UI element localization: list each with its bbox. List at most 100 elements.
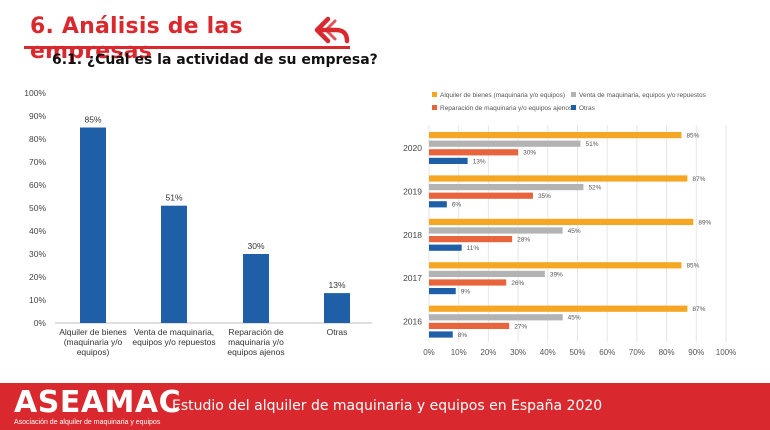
legend-label: Reparación de maquinaria y/o equipos aje… [440, 105, 573, 112]
hbar-data-label: 45% [568, 315, 581, 322]
y-tick-label: 0% [34, 318, 47, 328]
hbar-data-label: 6% [452, 202, 462, 209]
category-label: Reparación de [228, 327, 284, 337]
bar-data-label: 85% [84, 115, 101, 125]
double-back-arrow-icon[interactable] [314, 16, 350, 46]
legend-swatch [571, 105, 576, 110]
title-underline [24, 46, 350, 49]
y-tick-label: 100% [24, 88, 46, 98]
hbar-data-label: 26% [511, 280, 524, 287]
x-tick-label: 0% [423, 348, 435, 357]
year-label: 2019 [403, 186, 422, 196]
footer-bar: ASEAMAC Asociación de alquiler de maquin… [0, 383, 770, 430]
hbar-1-1 [429, 184, 584, 191]
y-tick-label: 10% [29, 295, 46, 305]
bar-3 [324, 293, 350, 323]
hbar-data-label: 87% [692, 306, 705, 313]
year-label: 2020 [403, 143, 422, 153]
legend-swatch [571, 92, 576, 97]
hbar-data-label: 13% [473, 158, 486, 165]
x-tick-label: 90% [688, 348, 704, 357]
y-tick-label: 40% [29, 226, 46, 236]
hbar-3-0 [429, 262, 682, 269]
activity-bar-chart: 0% 10% 20% 30% 40% 50% 60% 70% 80% 90% 100% 85% Alqu… [24, 88, 372, 357]
x-tick-label: 10% [451, 348, 467, 357]
hbar-0-0 [429, 132, 682, 139]
category-label: maquinaria y/o [228, 337, 284, 347]
hbar-3-3 [429, 288, 456, 295]
hbar-data-label: 87% [692, 176, 705, 183]
y-tick-label: 30% [29, 249, 46, 259]
hbar-data-label: 35% [538, 193, 551, 200]
hbar-data-label: 45% [568, 228, 581, 235]
y-tick-label: 60% [29, 180, 46, 190]
hbar-data-label: 52% [588, 185, 601, 192]
activity-by-year-chart: 0% 10% 20% 30% 40% 50% 60% 70% 80% 90% 100% Alquile… [403, 92, 736, 357]
hbar-0-1 [429, 140, 581, 147]
category-label: Alquiler de bienes [59, 327, 127, 337]
hbar-2-3 [429, 244, 462, 251]
hbar-data-label: 85% [686, 263, 699, 270]
legend-label: Venta de maquinaria, equipos y/o repuest… [579, 92, 707, 99]
year-label: 2016 [403, 317, 422, 327]
x-tick-label: 50% [569, 348, 585, 357]
y-tick-label: 90% [29, 111, 46, 121]
hbar-1-0 [429, 175, 688, 182]
y-tick-label: 50% [29, 203, 46, 213]
page-title-bar: 6. Análisis de las empresas [22, 10, 352, 64]
hbar-0-3 [429, 157, 468, 164]
y-tick-label: 20% [29, 272, 46, 282]
hbar-1-3 [429, 201, 447, 208]
logo-wordmark: ASEAMAC [14, 385, 182, 420]
hbar-0-2 [429, 149, 519, 156]
hbar-data-label: 11% [467, 245, 480, 252]
category-label: equipos) [77, 347, 110, 357]
bar-data-label: 51% [165, 193, 182, 203]
x-tick-label: 40% [540, 348, 556, 357]
category-label: equipos y/o repuestos [132, 337, 215, 347]
hbar-data-label: 27% [514, 323, 527, 330]
x-tick-label: 30% [510, 348, 526, 357]
legend-label: Alquiler de bienes (maquinaria y/o equip… [440, 92, 565, 99]
hbar-2-0 [429, 218, 694, 225]
bar-0 [80, 127, 106, 323]
y-tick-label: 80% [29, 134, 46, 144]
hbar-data-label: 8% [458, 332, 468, 339]
x-tick-label: 20% [480, 348, 496, 357]
hbar-2-1 [429, 227, 563, 234]
x-tick-label: 70% [629, 348, 645, 357]
hbar-data-label: 89% [698, 219, 711, 226]
bar-data-label: 13% [328, 280, 345, 290]
hbar-4-3 [429, 331, 453, 338]
footer-study-title: Estudio del alquiler de maquinaria y equ… [172, 398, 603, 414]
logo-tagline: Asociación de alquiler de maquinaria y e… [14, 419, 161, 426]
page-subtitle: 6.1. ¿Cuál es la actividad de su empresa… [52, 52, 378, 68]
aseamac-logo[interactable]: ASEAMAC Asociación de alquiler de maquin… [14, 387, 181, 427]
hbar-data-label: 30% [523, 150, 536, 157]
category-label: (maquinaria y/o [64, 337, 123, 347]
hbar-4-2 [429, 322, 510, 329]
hbar-data-label: 85% [686, 133, 699, 140]
legend-swatch [432, 92, 437, 97]
legend-label: Otras [579, 105, 596, 112]
hbar-1-2 [429, 192, 533, 199]
hbar-data-label: 51% [585, 141, 598, 148]
hbar-3-2 [429, 279, 507, 286]
year-label: 2018 [403, 230, 422, 240]
hbar-data-label: 9% [461, 289, 471, 296]
legend-swatch [432, 105, 437, 110]
x-tick-label: 100% [716, 348, 736, 357]
x-tick-label: 80% [659, 348, 675, 357]
hbar-2-2 [429, 236, 513, 243]
bar-data-label: 30% [247, 241, 264, 251]
category-label: equipos ajenos [227, 347, 284, 357]
hbar-data-label: 28% [517, 237, 530, 244]
bar-2 [243, 254, 269, 323]
page-title: 6. Análisis de las empresas [30, 14, 243, 64]
hbar-4-1 [429, 314, 563, 321]
hbar-3-1 [429, 270, 545, 277]
hbar-data-label: 39% [550, 271, 563, 278]
category-label: Venta de maquinaria, [134, 327, 214, 337]
hbar-4-0 [429, 305, 688, 312]
category-label: Otras [327, 327, 348, 337]
